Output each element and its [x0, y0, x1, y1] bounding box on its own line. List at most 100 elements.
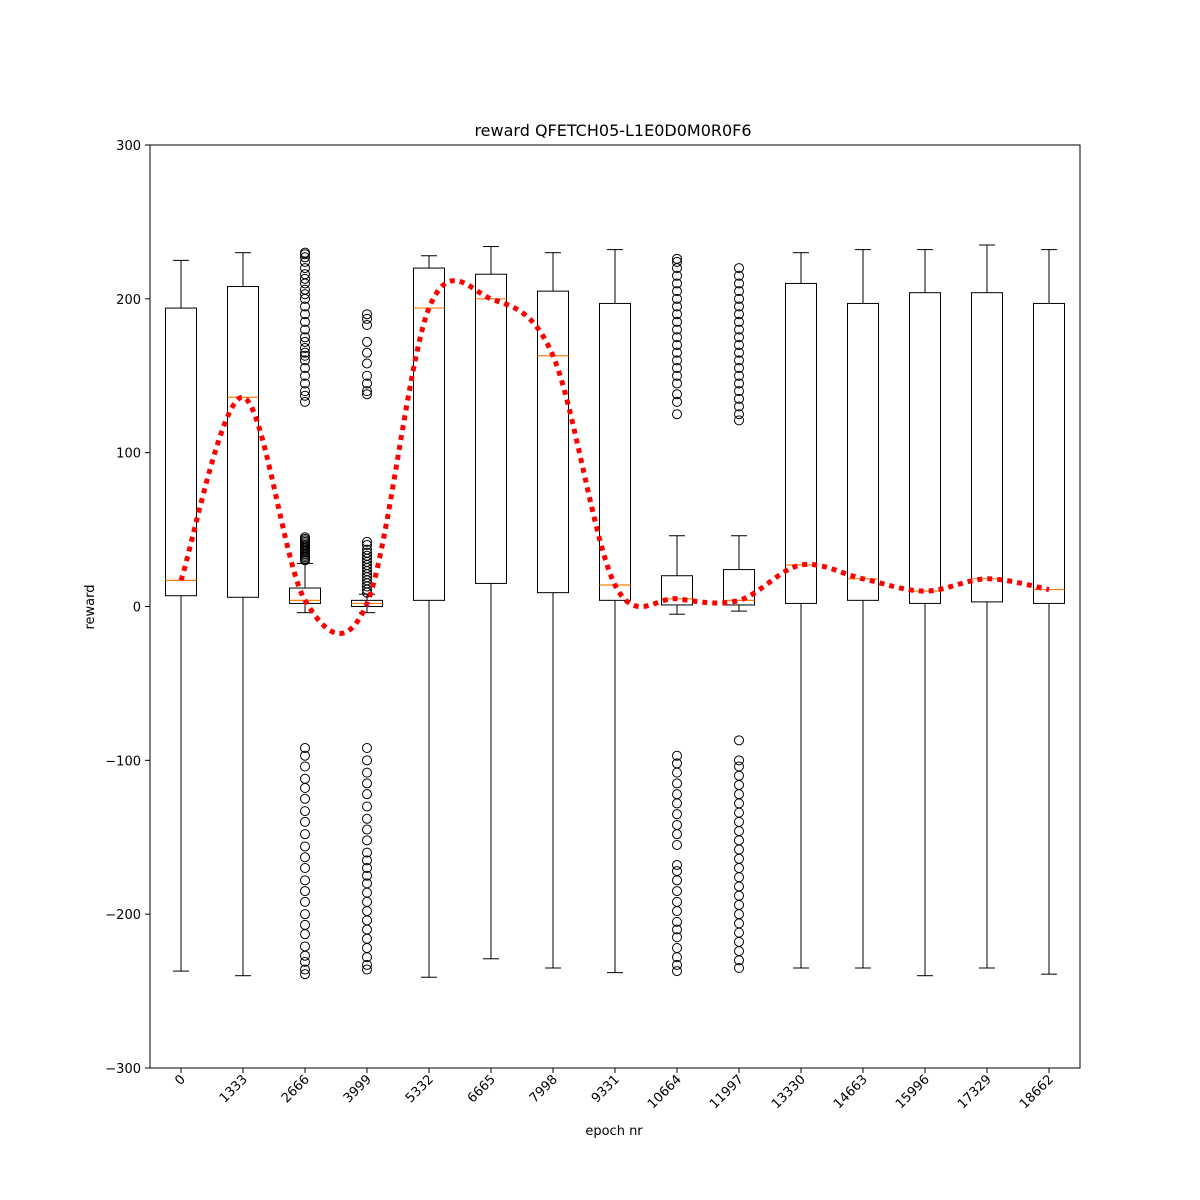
box-group — [475, 246, 507, 960]
iqr-box — [971, 292, 1003, 603]
outlier-point — [734, 270, 744, 281]
outlier-point — [672, 959, 682, 970]
outlier-point — [672, 389, 682, 400]
chart-title: reward QFETCH05-L1E0D0M0R0F6 — [474, 121, 751, 140]
iqr-box — [227, 286, 259, 598]
outlier-point — [672, 363, 682, 374]
outlier-point — [300, 841, 310, 852]
outlier-point — [300, 269, 310, 280]
outlier-point — [672, 370, 682, 381]
outlier-point — [362, 767, 372, 778]
iqr-box — [475, 273, 507, 584]
outlier-point — [734, 393, 744, 404]
outlier-point — [300, 252, 310, 263]
outlier-point — [672, 778, 682, 789]
outlier-point — [672, 278, 682, 289]
y-tick-label: 300 — [116, 139, 141, 154]
outlier-point — [672, 966, 682, 977]
outlier-point — [300, 350, 310, 361]
outlier-point — [300, 378, 310, 389]
box-group — [785, 252, 817, 969]
iqr-box — [165, 307, 197, 597]
outlier-point — [672, 798, 682, 809]
y-tick-label: 200 — [116, 293, 141, 308]
outlier-point — [672, 952, 682, 963]
outlier-point — [734, 955, 744, 966]
outlier-point — [734, 286, 744, 297]
outlier-point — [362, 847, 372, 858]
outlier-point — [672, 767, 682, 778]
outlier-point — [300, 363, 310, 374]
outlier-point — [362, 544, 372, 555]
outlier-point — [734, 409, 744, 420]
outlier-point — [300, 263, 310, 274]
outlier-point — [300, 969, 310, 980]
outlier-point — [672, 301, 682, 312]
outlier-point — [734, 278, 744, 289]
outlier-point — [300, 863, 310, 874]
outlier-point — [300, 743, 310, 754]
outlier-point — [362, 778, 372, 789]
outlier-point — [672, 355, 682, 366]
outlier-point — [672, 270, 682, 281]
outlier-point — [300, 816, 310, 827]
outlier-point — [362, 789, 372, 800]
outlier-point — [300, 909, 310, 920]
outlier-point — [362, 389, 372, 400]
outlier-point — [734, 332, 744, 343]
outlier-point — [300, 950, 310, 961]
outlier-point — [672, 339, 682, 350]
outlier-point — [734, 301, 744, 312]
y-tick-label: −100 — [105, 754, 141, 769]
outlier-point — [362, 824, 372, 835]
iqr-box — [537, 290, 569, 594]
box-group — [909, 249, 941, 977]
outlier-point — [362, 952, 372, 963]
outlier-point — [734, 755, 744, 766]
outlier-point — [300, 761, 310, 772]
outlier-point — [300, 956, 310, 967]
outlier-point — [362, 536, 372, 547]
outlier-point — [734, 401, 744, 412]
outlier-point — [300, 806, 310, 817]
outlier-point — [362, 370, 372, 381]
y-tick-label: 0 — [133, 601, 141, 616]
outlier-point — [734, 263, 744, 274]
outlier-point — [362, 863, 372, 874]
outlier-point — [672, 839, 682, 850]
outlier-point — [672, 409, 682, 420]
outlier-point — [672, 286, 682, 297]
outlier-point — [300, 750, 310, 761]
outlier-point — [734, 293, 744, 304]
outlier-point — [672, 809, 682, 820]
outlier-point — [672, 932, 682, 943]
outlier-point — [300, 332, 310, 343]
outlier-point — [300, 396, 310, 407]
outlier-point — [734, 735, 744, 746]
outlier-point — [362, 755, 372, 766]
outlier-point — [362, 378, 372, 389]
outlier-point — [362, 313, 372, 324]
outlier-point — [672, 309, 682, 320]
x-axis-label: epoch nr — [585, 1124, 643, 1139]
outlier-point — [672, 316, 682, 327]
outlier-point — [300, 247, 310, 258]
outlier-point — [300, 783, 310, 794]
outlier-point — [300, 324, 310, 335]
outlier-point — [734, 347, 744, 358]
outlier-point — [362, 386, 372, 397]
outlier-point — [672, 332, 682, 343]
outlier-point — [734, 324, 744, 335]
outlier-point — [300, 343, 310, 354]
outlier-point — [300, 289, 310, 300]
outlier-point — [734, 415, 744, 426]
box-group — [413, 255, 445, 978]
outlier-point — [362, 347, 372, 358]
outlier-point — [362, 547, 372, 558]
outlier-point — [672, 924, 682, 935]
outlier-point — [300, 793, 310, 804]
outlier-point — [300, 284, 310, 295]
y-tick-label: −300 — [105, 1062, 141, 1077]
outlier-point — [300, 316, 310, 327]
